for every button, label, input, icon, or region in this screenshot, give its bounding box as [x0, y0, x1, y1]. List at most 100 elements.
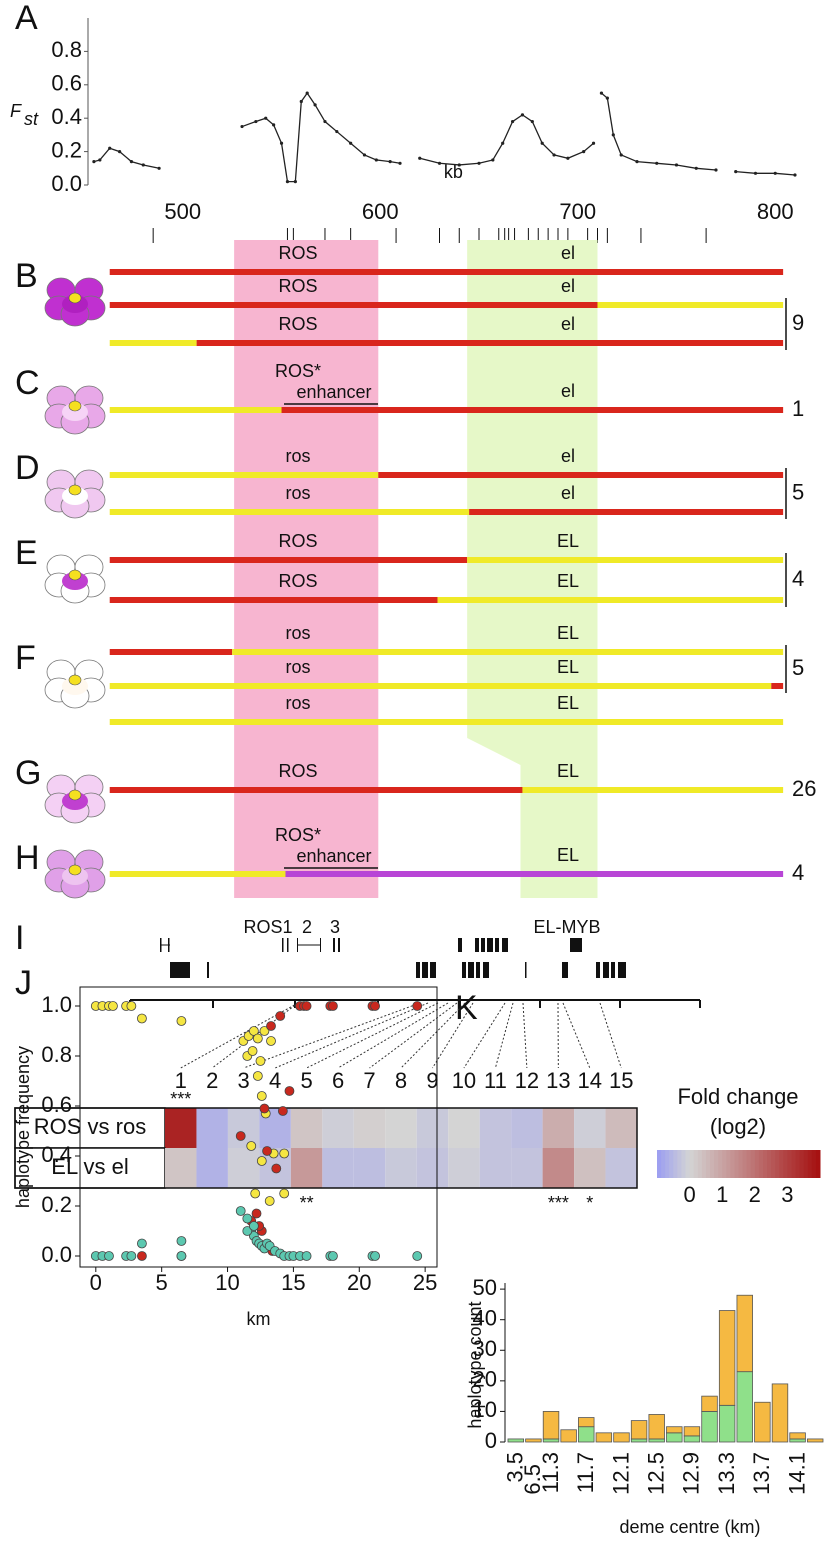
- gene-block: [462, 962, 466, 978]
- flower-centre: [62, 487, 88, 505]
- heat-cell: [605, 1148, 637, 1188]
- heat-cell: [574, 1108, 606, 1148]
- colorbar-step: [811, 1150, 817, 1178]
- colorbar-step: [718, 1150, 723, 1178]
- scatter-point: [301, 1251, 312, 1261]
- y-tick-label: 0.6: [51, 71, 82, 96]
- scatter-point: [176, 1236, 187, 1246]
- gene-block: [416, 962, 420, 978]
- column-label: 5: [300, 1068, 312, 1093]
- ros-label: ROS: [278, 276, 317, 296]
- fst-point: [566, 156, 570, 160]
- colorbar-tick: 2: [749, 1182, 761, 1207]
- fst-point: [591, 141, 596, 145]
- panel-label: I: [15, 919, 24, 957]
- fst-point: [773, 171, 777, 175]
- gene-block: [287, 938, 289, 952]
- colorbar-step: [799, 1150, 805, 1178]
- gene-block: [320, 938, 321, 952]
- panel-label: K: [455, 989, 478, 1027]
- colorbar-step: [685, 1150, 691, 1178]
- heat-cell: [542, 1108, 575, 1148]
- flower-centre: [62, 677, 88, 695]
- bar-segment: [666, 1432, 683, 1443]
- panel-label: F: [15, 639, 36, 677]
- x-tick-label: 12.1: [608, 1452, 633, 1495]
- probe-link: [522, 1002, 528, 1069]
- row-label: ROS vs ros: [34, 1114, 146, 1139]
- fst-point: [279, 141, 284, 145]
- scatter-point: [126, 1251, 137, 1261]
- colorbar-step: [657, 1150, 662, 1178]
- flower-palate: [68, 569, 82, 581]
- haplotype-count: 4: [792, 860, 804, 885]
- bar-segment: [683, 1426, 701, 1437]
- el-label: el: [561, 314, 575, 334]
- el-region: [467, 240, 598, 898]
- column-label: 3: [238, 1068, 250, 1093]
- heat-cell: [385, 1148, 417, 1188]
- fst-point: [285, 180, 290, 184]
- fst-point: [388, 160, 392, 164]
- scatter-point: [235, 1131, 246, 1141]
- gene-block: [502, 938, 508, 952]
- gene-block: [562, 962, 568, 978]
- probe-link: [562, 1002, 591, 1069]
- colorbar-title: Fold change: [677, 1084, 798, 1109]
- colorbar-step: [722, 1150, 727, 1178]
- haplotype-count: 9: [792, 310, 804, 335]
- heat-cell: [479, 1148, 512, 1188]
- scatter-point: [271, 1163, 282, 1174]
- heatmap-frame: [14, 1107, 638, 1189]
- fst-point: [129, 160, 134, 164]
- scatter-point: [370, 1251, 380, 1261]
- y-axis-label: haplotype frequency: [13, 1046, 33, 1208]
- probe-link: [337, 1002, 449, 1069]
- colorbar-step: [738, 1150, 744, 1178]
- y-tick-label: 0.0: [51, 171, 82, 196]
- column-label: 12: [515, 1068, 539, 1093]
- x-tick-label: 11.7: [573, 1452, 598, 1493]
- panel-label: B: [15, 257, 38, 295]
- scatter-point: [242, 1213, 253, 1224]
- fst-point: [313, 103, 317, 107]
- y-axis-label: F: [10, 101, 22, 121]
- bar-segment: [560, 1429, 577, 1443]
- column-label: 6: [332, 1068, 344, 1093]
- fst-point: [599, 91, 604, 95]
- bar-segment: [718, 1310, 736, 1406]
- colorbar-step: [750, 1150, 756, 1178]
- scatter-point: [235, 1206, 246, 1216]
- scatter-point: [251, 1208, 262, 1219]
- ros-region: [234, 240, 379, 898]
- y-axis-label-sub: st: [24, 109, 39, 129]
- bar-segment: [542, 1438, 560, 1443]
- gene-block: [282, 938, 284, 952]
- colorbar-step: [779, 1150, 784, 1178]
- el-label: EL: [557, 531, 579, 551]
- probe-link: [400, 1002, 466, 1069]
- scatter-point: [259, 1103, 270, 1114]
- fst-point: [418, 156, 422, 160]
- gene-block: [481, 938, 485, 952]
- haplotype-count: 1: [792, 396, 804, 421]
- y-tick-label: 50: [473, 1275, 497, 1300]
- flower-centre: [62, 792, 88, 810]
- colorbar-step: [787, 1150, 792, 1178]
- x-tick-label: 12.5: [644, 1452, 669, 1495]
- fst-point: [305, 91, 309, 95]
- fst-point: [272, 123, 276, 127]
- bar-segment: [736, 1371, 753, 1443]
- flower-centre: [62, 295, 88, 313]
- column-label: 9: [426, 1068, 438, 1093]
- ros-label: ros: [285, 483, 310, 503]
- colorbar-tick: 1: [716, 1182, 728, 1207]
- bar-segment: [806, 1438, 824, 1443]
- heat-cell: [322, 1148, 354, 1188]
- fst-point: [117, 150, 122, 154]
- column-label: 14: [578, 1068, 602, 1093]
- gene-block: [611, 962, 615, 978]
- scatter-point: [108, 1001, 118, 1011]
- flower-centre: [62, 403, 88, 421]
- heat-cell: [196, 1108, 228, 1148]
